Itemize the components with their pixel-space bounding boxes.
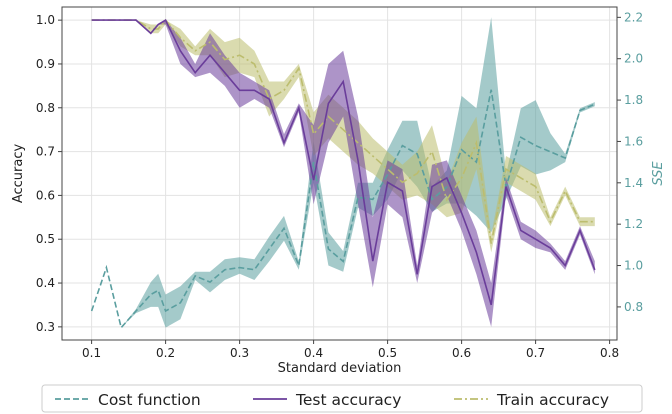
y-tick-label-right: 1.0 [624, 259, 643, 273]
y-tick-label-right: 2.2 [624, 10, 643, 24]
band-train-accuracy [91, 20, 595, 253]
legend: Cost function Test accuracy Train accuracy [41, 384, 643, 413]
y-tick-label-left: 0.9 [36, 57, 55, 71]
x-tick-label: 0.7 [526, 346, 545, 360]
y-tick-label-left: 0.7 [36, 145, 55, 159]
legend-label-cost-function: Cost function [98, 391, 201, 409]
x-tick-label: 0.5 [378, 346, 397, 360]
y-axis-label-right: SSE [651, 161, 666, 186]
y-axis-label-left: Accuracy [11, 144, 26, 204]
plot-frame [61, 6, 618, 341]
confidence-bands [91, 17, 595, 328]
series-line-test-accuracy [91, 18, 596, 306]
y-tick-label-right: 1.2 [624, 217, 643, 231]
y-tick-label-right: 0.8 [624, 300, 643, 314]
y-axis-right: 0.8 1.0 1.2 1.4 1.6 1.8 2.0 2.2 [617, 10, 643, 314]
y-tick-label-left: 1.0 [36, 13, 55, 27]
x-tick-label: 0.6 [452, 346, 471, 360]
legend-label-train-accuracy: Train accuracy [496, 391, 609, 409]
legend-box [41, 384, 643, 413]
y-tick-label-right: 1.4 [624, 176, 643, 190]
y-tick-label-right: 1.8 [624, 93, 643, 107]
y-tick-label-left: 0.5 [36, 232, 55, 246]
band-test-accuracy [91, 20, 595, 327]
y-tick-label-right: 2.0 [624, 52, 643, 66]
y-tick-label-left: 0.3 [36, 320, 55, 334]
x-tick-label: 0.3 [230, 346, 249, 360]
x-tick-label: 0.8 [600, 346, 619, 360]
band-cost-function [91, 17, 595, 328]
x-axis-label: Standard deviation [278, 361, 402, 376]
series-line-train-accuracy [91, 18, 595, 244]
series-line-cost-function [90, 89, 596, 330]
x-tick-label: 0.4 [304, 346, 323, 360]
x-tick-label: 0.2 [156, 346, 175, 360]
y-tick-label-left: 0.4 [36, 276, 55, 290]
y-axis-left: 0.3 0.4 0.5 0.6 0.7 0.8 0.9 1.0 [36, 13, 62, 334]
y-tick-label-right: 1.6 [624, 134, 643, 148]
x-axis: 0.1 0.2 0.3 0.4 0.5 0.6 0.7 0.8 [82, 340, 619, 360]
x-tick-label: 0.1 [82, 346, 101, 360]
series-lines [90, 18, 596, 330]
y-tick-label-left: 0.6 [36, 188, 55, 202]
legend-label-test-accuracy: Test accuracy [295, 391, 401, 409]
y-tick-label-left: 0.8 [36, 101, 55, 115]
